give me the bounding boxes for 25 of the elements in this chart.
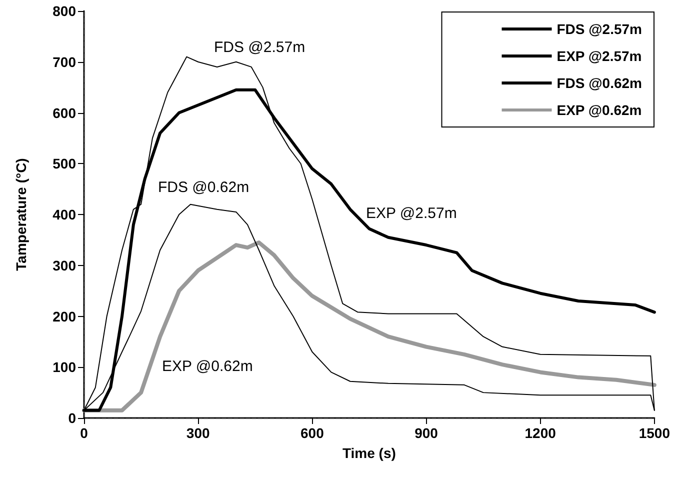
x-tick-label: 1200: [524, 425, 556, 441]
legend-label: FDS @2.57m: [556, 21, 642, 37]
legend-label: EXP @0.62m: [556, 102, 642, 118]
y-tick-label: 700: [52, 54, 76, 70]
y-tick-label: 0: [68, 410, 76, 426]
x-tick-label: 0: [80, 425, 88, 441]
y-tick-label: 300: [52, 257, 76, 274]
y-tick-label: 500: [52, 156, 76, 172]
y-tick-label: 600: [52, 104, 76, 121]
annotation: FDS @0.62m: [158, 179, 250, 196]
legend-label: FDS @0.62m: [556, 75, 642, 91]
y-tick-label: 200: [52, 308, 76, 324]
annotation: EXP @0.62m: [162, 358, 253, 375]
x-axis-title: Time (s): [342, 445, 396, 461]
legend-label: EXP @2.57m: [556, 48, 642, 64]
x-tick-label: 900: [414, 425, 438, 441]
y-tick-label: 100: [52, 359, 76, 376]
x-tick-label: 1500: [638, 425, 670, 441]
annotation: FDS @2.57m: [214, 39, 306, 56]
x-tick-label: 300: [186, 425, 210, 441]
annotation: EXP @2.57m: [366, 205, 457, 222]
x-tick-label: 600: [300, 425, 324, 441]
y-axis-title: Tamperature (°C): [13, 158, 29, 271]
y-tick-label: 800: [52, 3, 76, 19]
y-tick-label: 400: [52, 206, 76, 222]
